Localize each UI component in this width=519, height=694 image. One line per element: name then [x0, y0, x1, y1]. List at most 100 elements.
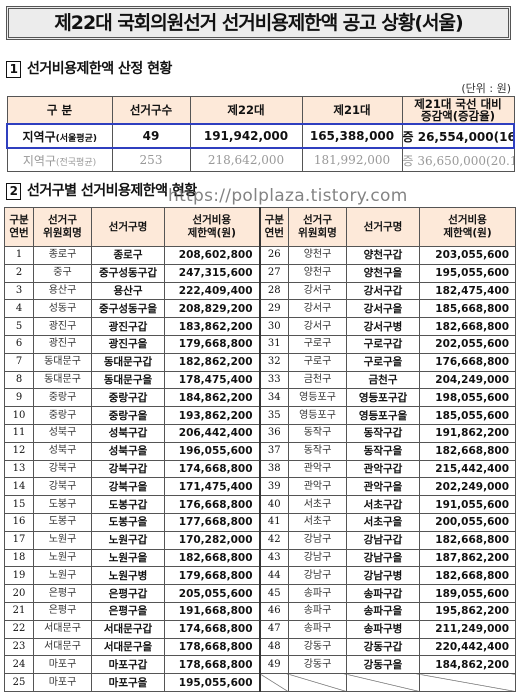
cell: 200,055,600: [419, 512, 516, 532]
cell: 174,668,800: [164, 459, 260, 479]
cell: 중구: [33, 263, 92, 283]
cell: 구로구갑: [346, 334, 420, 354]
cell: 양천구: [288, 246, 347, 265]
cell: 용산구: [91, 281, 165, 301]
cell: 12: [4, 441, 34, 461]
cell: 마포구을: [91, 673, 165, 692]
data-row: 20 은평구 은평구갑 205,055,600 45 송파구 송파구갑 189,055,600: [4, 584, 516, 603]
header-line: 선거구명: [108, 220, 148, 233]
cell: 34: [258, 388, 289, 408]
cell: 광진구갑: [91, 317, 165, 336]
cell: 25: [4, 673, 34, 692]
data-row: 25 마포구 마포구을 195,055,600: [4, 673, 516, 692]
data-row: 5 광진구 광진구갑 183,862,200 30 강서구 강서구병 182,668,800: [4, 317, 516, 336]
data-row: 19 노원구 노원구병 179,668,800 44 강남구 강남구병 182,668,800: [4, 566, 516, 586]
cell: 37: [258, 441, 289, 461]
header-cell: 구분 연번: [258, 207, 289, 247]
data-row: 22 서대문구 서대문구갑 174,668,800 47 송파구 송파구병 211,249,0…: [4, 619, 516, 639]
cell: 마포구: [33, 673, 92, 692]
data-row: 15 도봉구 도봉구갑 176,668,800 40 서초구 서초구갑 191,055,600: [4, 495, 516, 514]
label-cell: 지역구(전국평균): [6, 147, 113, 172]
row-label: 지역구: [22, 153, 56, 168]
cell: 202,249,000: [419, 477, 516, 497]
cell: 28: [258, 281, 289, 301]
cell: 189,055,600: [419, 584, 516, 603]
cell: 178,668,800: [164, 637, 260, 657]
cell: 191,668,800: [164, 601, 260, 621]
cell: 31: [258, 334, 289, 354]
cell: 강남구병: [346, 566, 420, 586]
cell: 관악구을: [346, 477, 420, 497]
cell: 서초구: [288, 512, 347, 532]
cell: 도봉구갑: [91, 495, 165, 514]
cell: 노원구갑: [91, 530, 165, 550]
cell: 은평구: [33, 584, 92, 603]
cell: 46: [258, 601, 289, 621]
cell: 관악구: [288, 459, 347, 479]
cell: 은평구갑: [91, 584, 165, 603]
cell: 강서구: [288, 299, 347, 319]
header-line: 위원회명: [43, 227, 82, 239]
cell: 동대문구: [33, 352, 92, 372]
cell: 동작구: [288, 423, 347, 443]
data-row: 8 동대문구 동대문구을 178,475,400 33 금천구 금천구 204,249,000: [4, 370, 516, 390]
cell: 용산구: [33, 281, 92, 301]
cell: 193,862,200: [164, 406, 260, 425]
header-row: 구 분 선거구수 제22대 제21대 제21대 국선 대비 증감액(증감율): [6, 96, 515, 125]
data-row: 11 성북구 성북구갑 206,442,400 36 동작구 동작구갑 191,862,200: [4, 423, 516, 443]
empty-cell: [419, 673, 516, 692]
cell: 35: [258, 406, 289, 425]
cell: 247,315,600: [164, 263, 260, 283]
value-cell: 218,642,000: [189, 147, 303, 172]
cell: 41: [258, 512, 289, 532]
value-cell: 165,388,000: [301, 123, 403, 149]
cell: 36: [258, 423, 289, 443]
cell: 24: [4, 655, 34, 675]
cell: 176,668,800: [164, 495, 260, 514]
cell: 성북구: [33, 441, 92, 461]
value-cell: 증 36,650,000(20.1%): [401, 147, 515, 172]
cell: 양천구: [288, 263, 347, 283]
cell: 47: [258, 619, 289, 639]
header-cell: 제21대: [301, 96, 403, 125]
data-row: 4 성동구 중구성동구을 208,829,200 29 강서구 강서구을 185,668,80…: [4, 299, 516, 319]
data-row: 24 마포구 마포구갑 178,668,800 49 강동구 강동구을 184,862,200: [4, 655, 516, 675]
cell: 195,055,600: [164, 673, 260, 692]
data-row: 13 강북구 강북구갑 174,668,800 38 관악구 관악구갑 215,442,400: [4, 459, 516, 479]
cell: 강동구: [288, 637, 347, 657]
cell: 관악구: [288, 477, 347, 497]
header-line: 선거구명: [363, 220, 403, 233]
value-cell: 191,942,000: [189, 123, 303, 149]
cell: 30: [258, 317, 289, 336]
cell: 195,862,200: [419, 601, 516, 621]
cell: 서초구갑: [346, 495, 420, 514]
header-cell: 구분 연번: [4, 207, 34, 247]
data-row: 1 종로구 종로구 208,602,800 26 양천구 양천구갑 203,055,600: [4, 246, 516, 265]
summary-table: 구 분 선거구수 제22대 제21대 제21대 국선 대비 증감액(증감율) 지역…: [6, 96, 515, 172]
row-sublabel: (서울평균): [55, 133, 97, 144]
cell: 178,475,400: [164, 370, 260, 390]
value-cell: 증 26,554,000(16.06%): [401, 123, 515, 149]
data-row: 14 강북구 강북구을 171,475,400 39 관악구 관악구을 202,249,000: [4, 477, 516, 497]
section-heading: 1 선거비용제한액 산정 현황: [6, 58, 172, 78]
cell: 187,862,200: [419, 548, 516, 568]
cell: 198,055,600: [419, 388, 516, 408]
cell: 중랑구을: [91, 406, 165, 425]
cell: 종로구: [91, 246, 165, 265]
header-line: 선거구: [48, 214, 77, 226]
cell: 양천구갑: [346, 246, 420, 265]
cell: 7: [4, 352, 34, 372]
cell: 49: [258, 655, 289, 675]
cell: 서대문구을: [91, 637, 165, 657]
cell: 강남구갑: [346, 530, 420, 550]
cell: 183,862,200: [164, 317, 260, 336]
cell: 성동구: [33, 299, 92, 319]
cell: 10: [4, 406, 34, 425]
cell: 구로구: [288, 334, 347, 354]
section-number: 2: [6, 183, 21, 200]
cell: 동작구을: [346, 441, 420, 461]
header-line: 제21대 국선 대비: [414, 97, 502, 111]
cell: 38: [258, 459, 289, 479]
data-row: 지역구(전국평균) 253 218,642,000 181,992,000 증 36,6…: [6, 147, 515, 172]
cell: 182,475,400: [419, 281, 516, 301]
